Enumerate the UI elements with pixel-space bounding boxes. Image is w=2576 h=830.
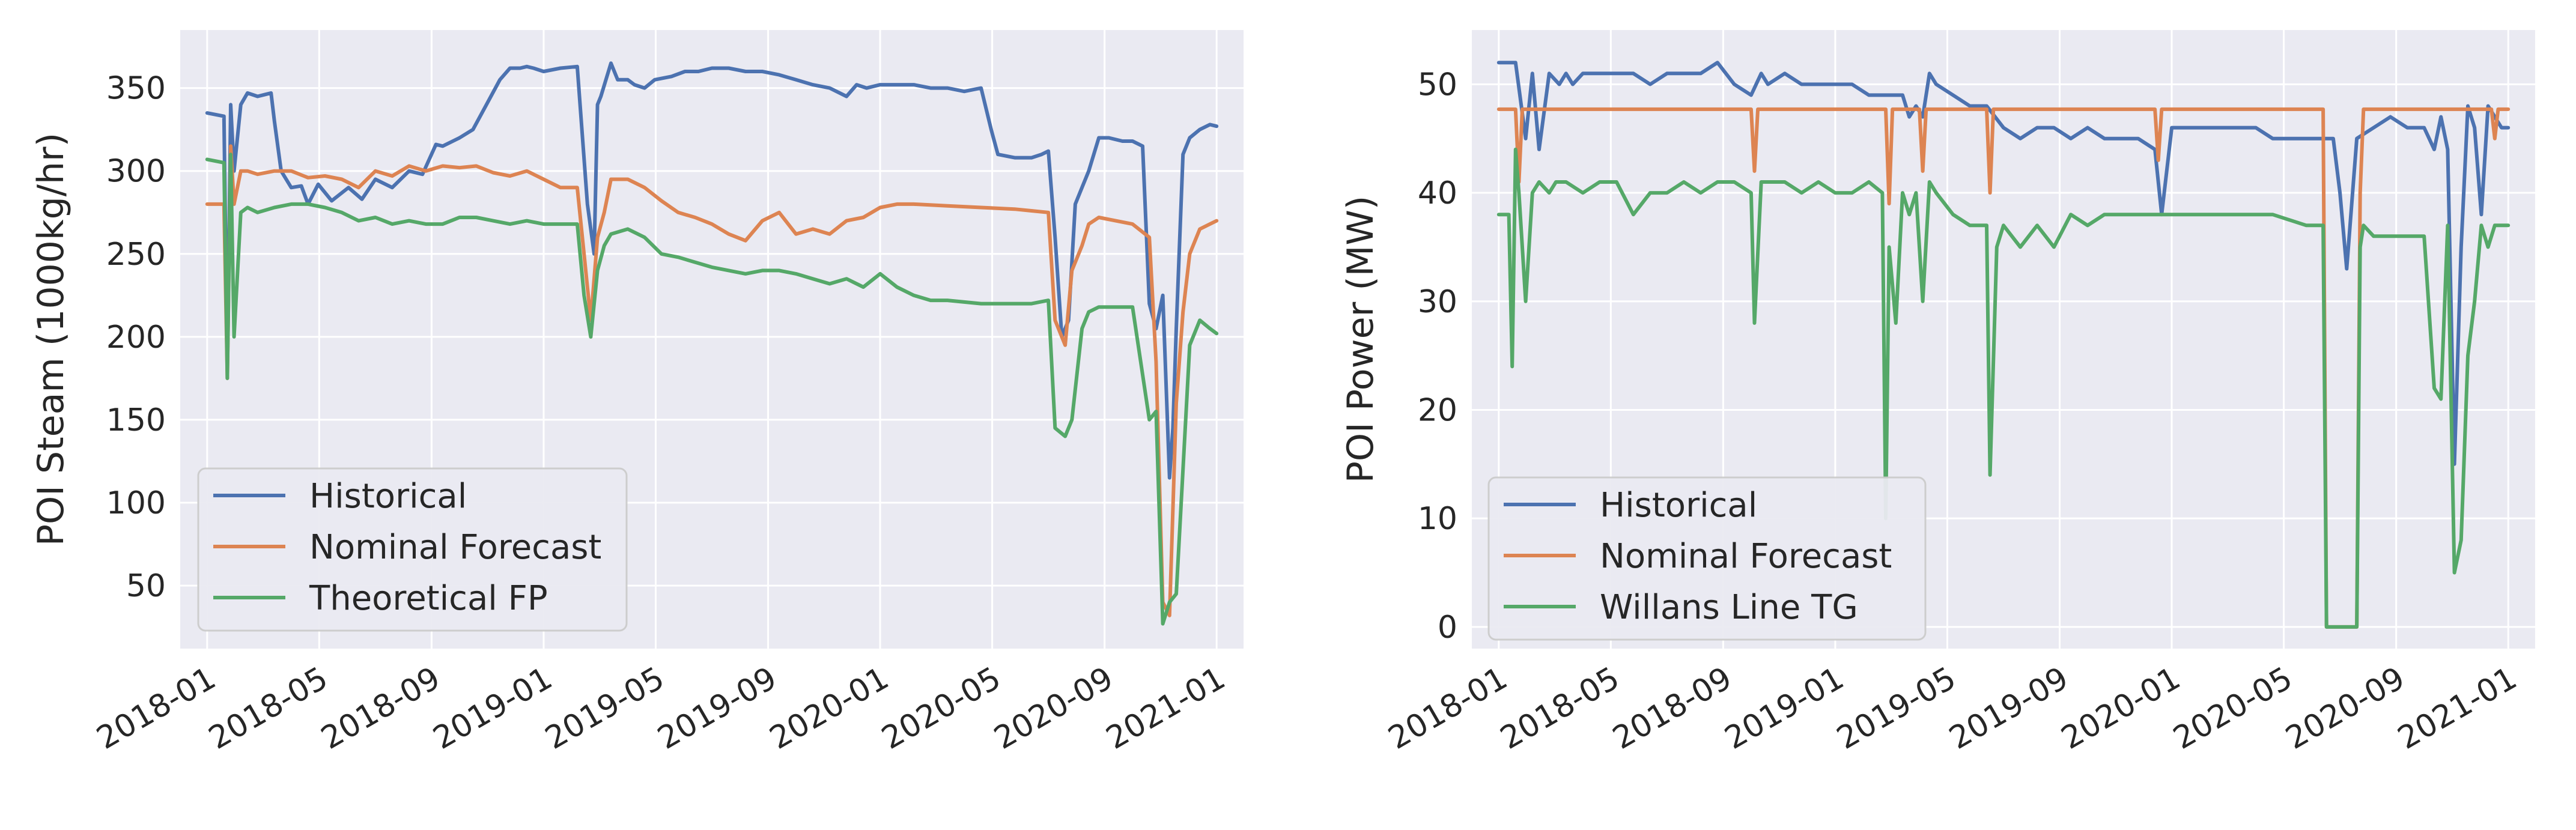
steam-x-tick-label: 2018-05 xyxy=(203,660,334,757)
steam-x-tick-label: 2020-09 xyxy=(988,660,1119,757)
power-x-tick-label: 2019-01 xyxy=(1719,660,1850,757)
power-y-tick-label: 50 xyxy=(1418,67,1457,103)
power-x-tick-label: 2021-01 xyxy=(2392,660,2523,757)
steam-legend-theoretical-fp: Theoretical FP xyxy=(309,579,548,618)
steam-x-tick-label: 2019-05 xyxy=(539,660,670,757)
steam-x-tick-label: 2020-05 xyxy=(876,660,1007,757)
steam-y-tick-label: 200 xyxy=(106,320,166,356)
steam-series-historical xyxy=(205,61,1219,480)
power-series xyxy=(1496,61,2511,629)
steam-y-axis-label: POI Steam (1000kg/hr) xyxy=(30,133,72,546)
power-x-tick-label: 2019-05 xyxy=(1831,660,1962,757)
steam-chart: 50 100 150 200 250 300 350 2018-012018-052018-… xyxy=(30,30,1244,757)
steam-series-theoretical-fp xyxy=(205,153,1219,626)
power-y-tick-label: 30 xyxy=(1418,284,1457,320)
steam-y-ticks: 50 100 150 200 250 300 350 xyxy=(106,71,166,604)
power-legend-historical: Historical xyxy=(1600,486,1757,525)
steam-y-tick-label: 100 xyxy=(106,485,166,521)
power-legend-nominal-forecast: Nominal Forecast xyxy=(1600,537,1892,576)
steam-series-nominal-forecast xyxy=(205,144,1219,617)
steam-x-tick-label: 2021-01 xyxy=(1101,660,1232,757)
steam-y-tick-label: 150 xyxy=(106,402,166,438)
power-legend-box xyxy=(1487,476,1927,641)
power-series-willans-line-tg xyxy=(1496,147,2511,629)
power-y-tick-label: 10 xyxy=(1418,501,1457,537)
power-y-axis-label: POI Power (MW) xyxy=(1340,196,1382,483)
power-x-tick-label: 2018-01 xyxy=(1382,660,1513,757)
steam-y-tick-label: 300 xyxy=(106,154,166,190)
steam-x-tick-label: 2019-09 xyxy=(652,660,783,757)
steam-legend: Historical Nominal Forecast Theoretical … xyxy=(197,467,628,632)
power-x-tick-label: 2019-09 xyxy=(1943,660,2074,757)
steam-legend-historical: Historical xyxy=(309,477,467,516)
power-series-historical xyxy=(1496,61,2511,466)
power-legend: Historical Nominal Forecast Willans Line… xyxy=(1487,476,1927,641)
steam-y-tick-label: 50 xyxy=(126,568,166,604)
power-x-tick-label: 2020-05 xyxy=(2167,660,2298,757)
steam-y-tick-label: 350 xyxy=(106,71,166,107)
power-y-tick-label: 20 xyxy=(1418,392,1457,428)
steam-x-tick-label: 2018-09 xyxy=(315,660,446,757)
steam-legend-nominal-forecast: Nominal Forecast xyxy=(309,528,601,567)
power-y-tick-label: 0 xyxy=(1438,610,1457,646)
steam-x-tick-label: 2019-01 xyxy=(427,660,558,757)
power-x-ticks: 2018-012018-052018-092019-012019-052019-… xyxy=(1382,660,2523,757)
power-y-tick-label: 40 xyxy=(1418,175,1457,211)
power-chart: 0 10 20 30 40 50 2018-012018-052018-092019-01… xyxy=(1340,30,2535,757)
power-x-tick-label: 2018-09 xyxy=(1607,660,1738,757)
power-x-tick-label: 2018-05 xyxy=(1495,660,1626,757)
steam-y-tick-label: 250 xyxy=(106,237,166,273)
steam-series xyxy=(205,61,1219,626)
steam-x-tick-label: 2018-01 xyxy=(91,660,222,757)
power-y-ticks: 0 10 20 30 40 50 xyxy=(1418,67,1457,646)
steam-x-tick-label: 2020-01 xyxy=(764,660,895,757)
power-x-tick-label: 2020-09 xyxy=(2280,660,2411,757)
steam-legend-box xyxy=(197,467,628,632)
power-x-tick-label: 2020-01 xyxy=(2055,660,2186,757)
power-legend-willans-line-tg: Willans Line TG xyxy=(1600,588,1858,627)
steam-x-ticks: 2018-012018-052018-092019-012019-052019-… xyxy=(91,660,1232,757)
